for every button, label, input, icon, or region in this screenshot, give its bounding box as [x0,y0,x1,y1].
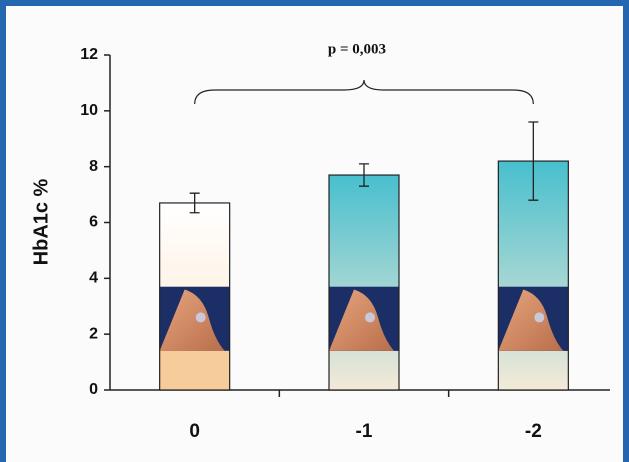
y-tick-label: 4 [89,270,98,287]
annotation: p = 0,003 [328,41,386,57]
bar-image-ulcer [534,312,544,322]
bar-image-ulcer [365,312,375,322]
y-tick-label: 2 [89,325,98,342]
y-tick-label: 8 [89,158,98,175]
y-tick-label: 12 [80,46,98,63]
page: {"chart_data": {"type": "bar", "ylabel":… [0,0,629,462]
bar-image-ulcer [196,312,206,322]
y-tick-label: 6 [89,214,98,231]
bar [329,175,399,390]
x-tick-label: -1 [356,421,373,442]
x-tick-label: -2 [525,421,542,442]
chart: HbA1c % p = 0,003 0 2 4 6 8 10 12 0 -1 -2 [0,0,629,462]
y-axis-label: HbA1c % [30,178,52,265]
x-tick-label: 0 [189,421,200,442]
y-tick-label: 0 [89,381,98,398]
bar-image-floor [160,351,230,390]
y-tick-label: 10 [80,102,98,119]
